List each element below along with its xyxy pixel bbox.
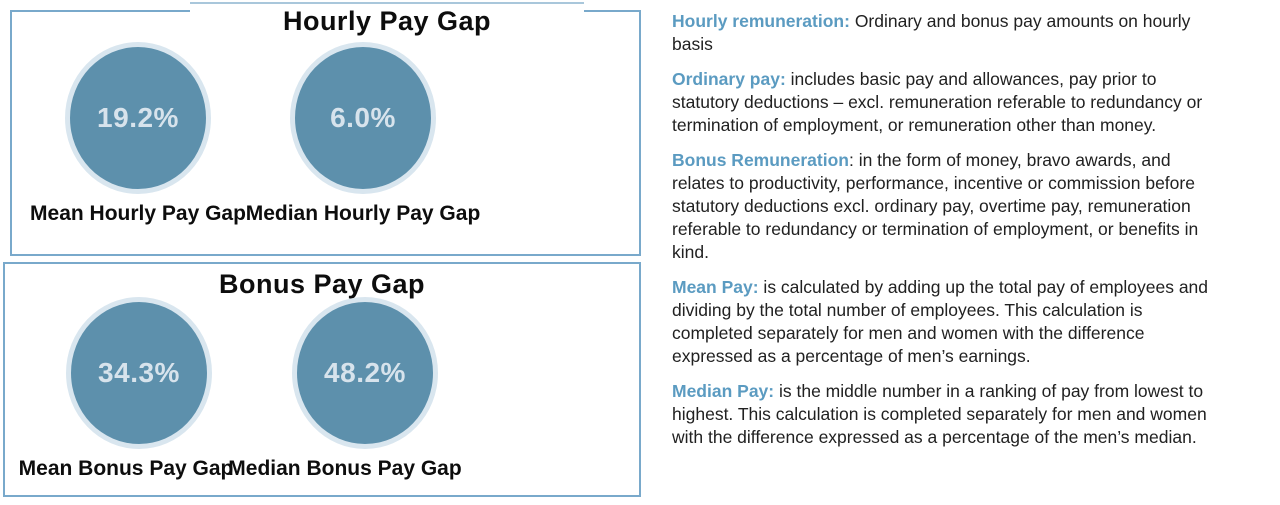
mean-bonus-pay-gap-label: Mean Bonus Pay Gap [18, 457, 234, 480]
definition-term: Hourly remuneration: [672, 11, 850, 31]
median-hourly-pay-gap-value: 6.0% [330, 102, 396, 133]
mean-hourly-pay-gap-value: 19.2% [97, 102, 179, 133]
definition-body: is calculated by adding up the total pay… [672, 277, 1209, 366]
mean-bonus-pay-gap-value: 34.3% [98, 357, 180, 388]
definition-bonus-remuneration: Bonus Remuneration: in the form of money… [672, 149, 1224, 264]
mean-bonus-pay-gap-circle: 34.3% [66, 297, 212, 449]
definitions-column: Hourly remuneration: Ordinary and bonus … [672, 10, 1224, 461]
mean-hourly-pay-gap-label: Mean Hourly Pay Gap [30, 202, 246, 225]
hourly-pay-gap-title: Hourly Pay Gap [282, 6, 492, 36]
definition-term: Mean Pay: [672, 277, 759, 297]
definition-term: Median Pay: [672, 381, 775, 401]
median-bonus-pay-gap-label: Median Bonus Pay Gap [228, 457, 462, 480]
median-bonus-pay-gap-value: 48.2% [324, 357, 406, 388]
mean-hourly-pay-gap-circle: 19.2% [65, 42, 211, 194]
bonus-pay-gap-title: Bonus Pay Gap [218, 269, 426, 299]
median-bonus-pay-gap-circle: 48.2% [292, 297, 438, 449]
definition-hourly-remuneration: Hourly remuneration: Ordinary and bonus … [672, 10, 1224, 56]
hourly-pay-gap-panel: 19.2% 6.0% Mean Hourly Pay Gap Median Ho… [10, 10, 641, 256]
definition-ordinary-pay: Ordinary pay: includes basic pay and all… [672, 68, 1224, 137]
hourly-panel-title-band: Hourly Pay Gap [190, 2, 584, 42]
definition-median-pay: Median Pay: is the middle number in a ra… [672, 380, 1224, 449]
definition-mean-pay: Mean Pay: is calculated by adding up the… [672, 276, 1224, 368]
definition-term: Bonus Remuneration [672, 150, 849, 170]
bonus-pay-gap-panel: Bonus Pay Gap 34.3% 48.2% Mean Bonus Pay… [3, 262, 641, 497]
definition-body: includes basic pay and allowances, pay p… [672, 69, 1203, 135]
definition-body: : in the form of money, bravo awards, an… [672, 150, 1199, 262]
definition-term: Ordinary pay: [672, 69, 786, 89]
median-hourly-pay-gap-circle: 6.0% [290, 42, 436, 194]
median-hourly-pay-gap-label: Median Hourly Pay Gap [245, 202, 481, 225]
definition-body: Ordinary and bonus pay amounts on hourly… [672, 11, 1191, 54]
definition-body: is the middle number in a ranking of pay… [672, 381, 1207, 447]
